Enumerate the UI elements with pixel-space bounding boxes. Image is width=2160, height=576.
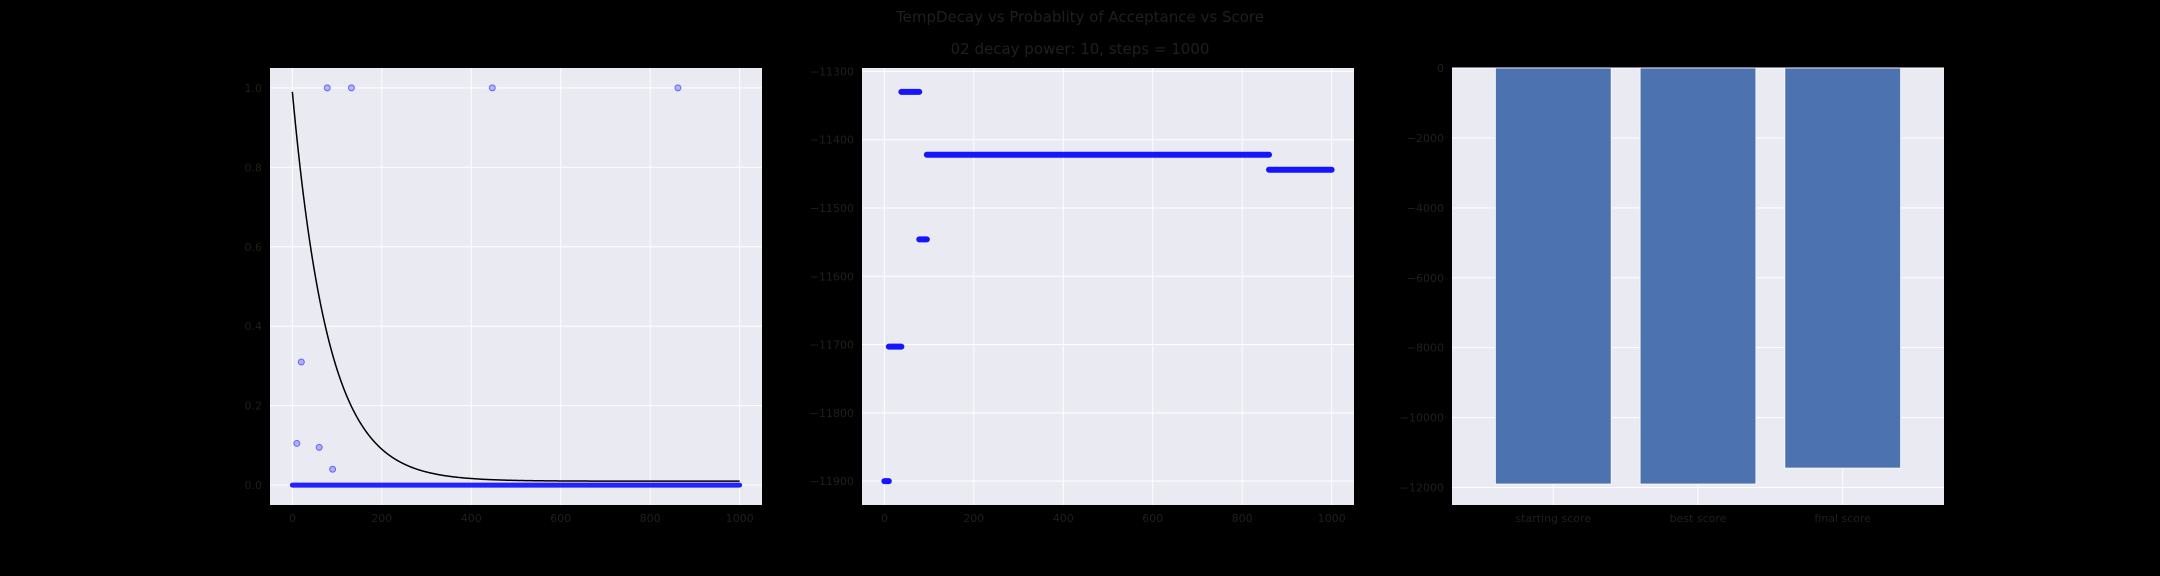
x-tick-label: 200 (371, 512, 392, 525)
y-tick-label: 0.6 (245, 241, 263, 254)
figure-title: TempDecay vs Probablity of Acceptance vs… (896, 8, 1264, 26)
y-tick-label: −11800 (810, 407, 854, 420)
x-tick-label: 800 (640, 512, 661, 525)
x-tick-label: 600 (1142, 512, 1163, 525)
acceptance-point (329, 465, 337, 473)
y-tick-label: 0.0 (245, 479, 263, 492)
x-tick-label: 200 (963, 512, 984, 525)
x-tick-label: best score (1670, 512, 1727, 525)
temperature-decay-curve (291, 91, 740, 482)
y-tick-label: −10000 (1400, 412, 1444, 425)
x-tick-label: 0 (881, 512, 888, 525)
y-tick-label: −11400 (810, 134, 854, 147)
y-tick-label: 1.0 (245, 82, 263, 95)
y-tick-label: −2000 (1407, 132, 1444, 145)
acceptance-point (323, 84, 331, 92)
y-tick-label: 0.2 (245, 400, 263, 413)
acceptance-point (488, 84, 496, 92)
y-tick-label: −6000 (1407, 272, 1444, 285)
y-tick-label: −11600 (810, 270, 854, 283)
x-tick-label: 1000 (726, 512, 754, 525)
y-tick-label: −11700 (810, 339, 854, 352)
y-tick-label: −11500 (810, 202, 854, 215)
y-tick-label: −11900 (810, 475, 854, 488)
y-tick-label: −8000 (1407, 342, 1444, 355)
acceptance-plot-area (270, 68, 762, 505)
x-tick-label: 0 (289, 512, 296, 525)
x-tick-label: 400 (1053, 512, 1074, 525)
y-tick-label: −4000 (1407, 202, 1444, 215)
x-tick-label: 400 (461, 512, 482, 525)
bar-best-score (1639, 67, 1757, 485)
x-tick-label: 800 (1232, 512, 1253, 525)
score-plot-area (862, 68, 1354, 505)
bar-plot-area (1452, 68, 1944, 505)
y-tick-label: 0 (1437, 62, 1444, 75)
y-tick-label: 0.4 (245, 320, 263, 333)
x-tick-label: 600 (550, 512, 571, 525)
figure-subtitle: 02 decay power: 10, steps = 1000 (950, 40, 1210, 58)
y-tick-label: 0.8 (245, 161, 263, 174)
x-tick-label: 1000 (1318, 512, 1346, 525)
acceptance-point (347, 84, 355, 92)
y-tick-label: −11300 (810, 65, 854, 78)
y-tick-label: −12000 (1400, 482, 1444, 495)
bar-starting-score (1495, 67, 1612, 485)
acceptance-point (293, 439, 301, 447)
x-tick-label: final score (1814, 512, 1871, 525)
acceptance-point (315, 443, 323, 451)
acceptance-point (674, 84, 682, 92)
bar-final-score (1784, 67, 1901, 469)
acceptance-point (297, 358, 305, 366)
x-tick-label: starting score (1515, 512, 1591, 525)
